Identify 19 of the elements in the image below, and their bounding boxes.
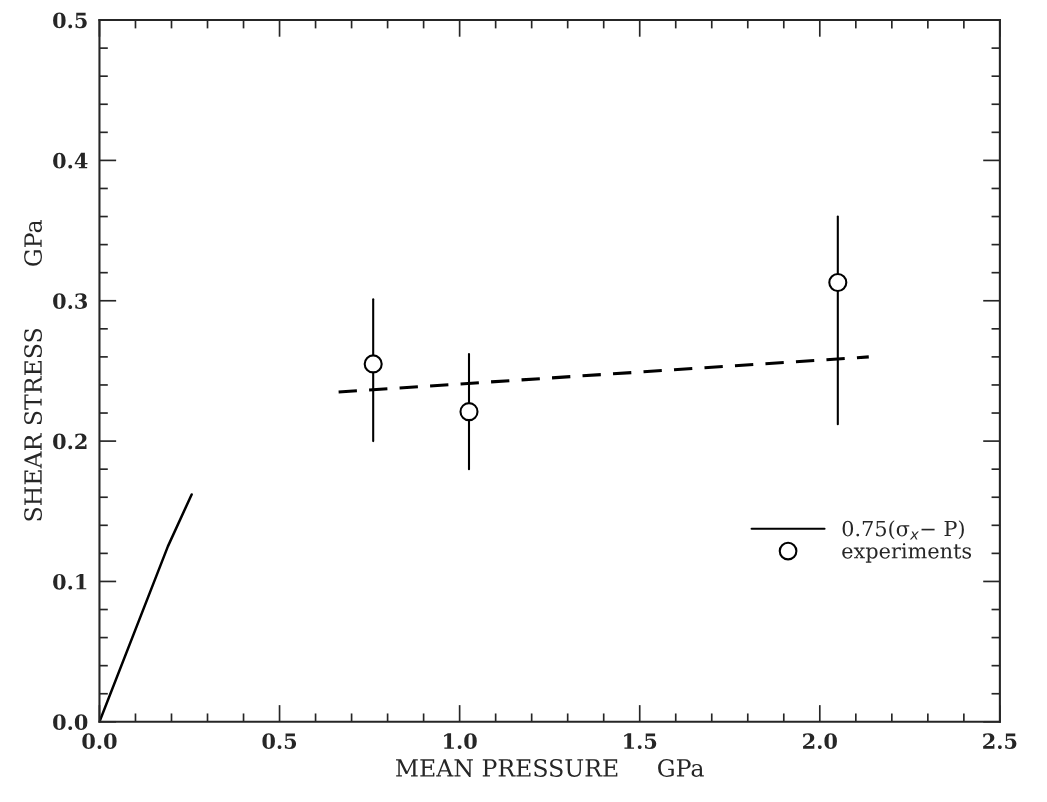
x-tick-label: 0.0: [82, 733, 117, 750]
legend-label: experiments: [842, 543, 972, 563]
y-tick-label: 0.4: [53, 152, 88, 169]
x-tick-label: 2.5: [983, 733, 1017, 750]
x-tick-label: 1.5: [624, 733, 657, 750]
x-tick-label: 0.5: [262, 733, 297, 750]
y-axis-title: SHEAR STRESS GPa: [24, 220, 42, 521]
legend-label: 0.75(σ$_{x}$− P): [842, 520, 964, 540]
x-tick-label: 2.0: [803, 733, 837, 750]
y-tick-label: 0.1: [53, 573, 87, 590]
y-tick-label: 0.2: [53, 433, 87, 450]
x-axis-title: MEAN PRESSURE GPa: [396, 759, 704, 777]
point: [363, 354, 383, 374]
y-tick-label: 0.0: [53, 714, 88, 731]
y-tick-label: 0.5: [53, 12, 87, 29]
point: [828, 272, 848, 293]
x-tick-label: 1.0: [444, 733, 477, 750]
point: [459, 402, 479, 422]
y-tick-label: 0.3: [53, 293, 88, 309]
